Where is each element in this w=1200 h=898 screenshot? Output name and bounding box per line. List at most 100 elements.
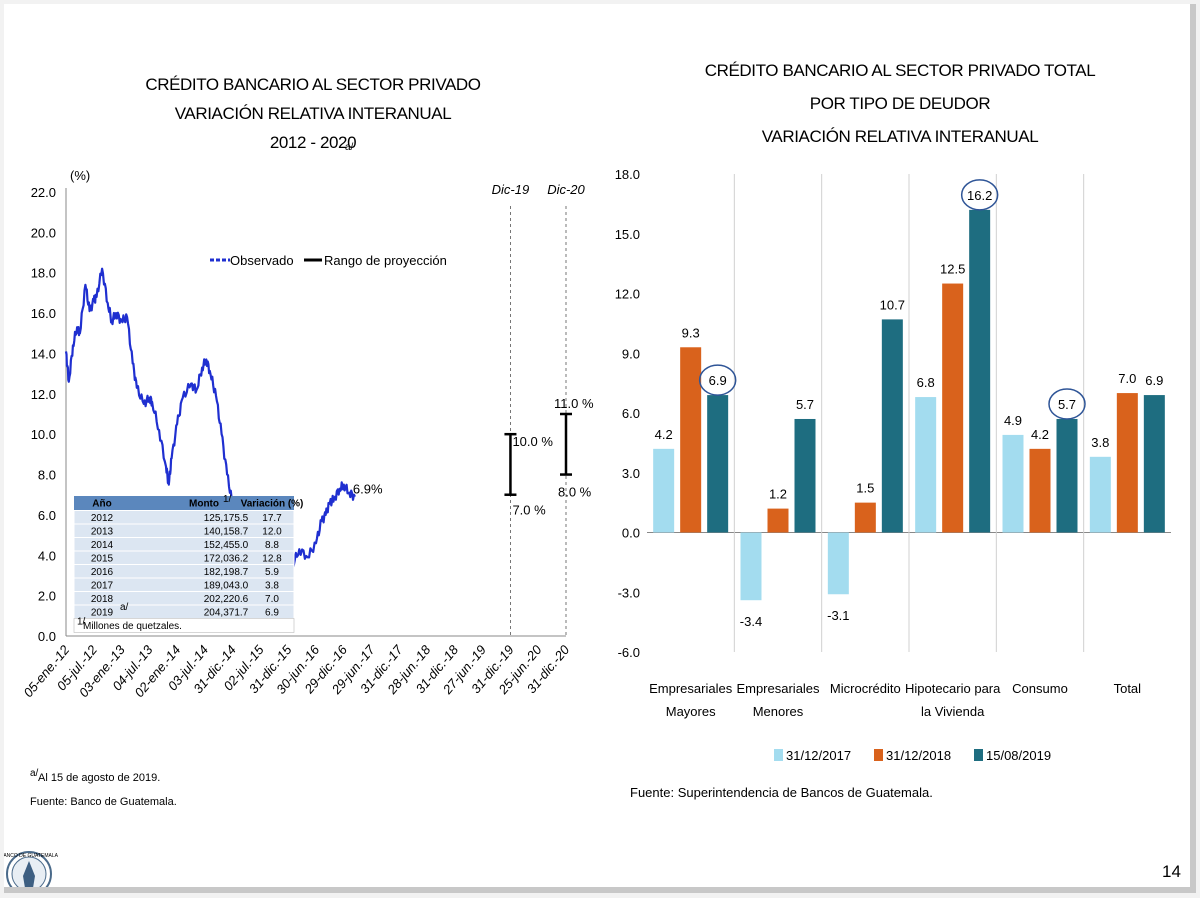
chart2-legend-label: 31/12/2017 bbox=[786, 748, 851, 763]
chart1-projection-label: Dic-20 bbox=[547, 182, 585, 197]
chart2-data-label: 7.0 bbox=[1118, 371, 1136, 386]
chart2-title-line: POR TIPO DE DEUDOR bbox=[810, 94, 991, 113]
chart2-data-label: -3.1 bbox=[827, 608, 849, 623]
chart1-table-cell: 202,220.6 bbox=[204, 594, 249, 605]
chart2-data-label: 16.2 bbox=[967, 188, 992, 203]
chart2-data-label: 4.2 bbox=[655, 427, 673, 442]
chart1-table-row-sup: a/ bbox=[120, 602, 129, 613]
chart2-category-label: la Vivienda bbox=[921, 704, 985, 719]
chart2-title-line: CRÉDITO BANCARIO AL SECTOR PRIVADO TOTAL bbox=[705, 61, 1096, 80]
chart1-table-cell: 12.0 bbox=[262, 527, 282, 538]
chart1-table-cell: 2016 bbox=[91, 567, 114, 578]
chart1-ytick-label: 10.0 bbox=[31, 427, 56, 442]
chart1-table-note-bg bbox=[73, 618, 295, 633]
chart1-projection-low-label: 8.0 % bbox=[558, 485, 592, 500]
chart1-table-cell: 5.9 bbox=[265, 567, 279, 578]
chart2-category-label: Consumo bbox=[1012, 681, 1068, 696]
chart1-table-cell: 2013 bbox=[91, 527, 114, 538]
chart2-bar bbox=[1089, 456, 1111, 533]
chart1-ytick-label: 22.0 bbox=[31, 185, 56, 200]
chart2-highlight-circle bbox=[960, 179, 999, 211]
chart1-table-cell: 6.9 bbox=[265, 608, 279, 619]
chart2-bar bbox=[827, 532, 849, 595]
chart1-legend-observed: Observado bbox=[230, 253, 294, 268]
chart1-projection-high-label: 11.0 % bbox=[554, 396, 594, 411]
chart2-data-label: 6.9 bbox=[709, 373, 727, 388]
chart1-ytick-label: 20.0 bbox=[31, 225, 56, 240]
chart2-bar bbox=[767, 508, 789, 533]
chart1-table-cell: 8.8 bbox=[265, 540, 279, 551]
chart1-table-cell: 17.7 bbox=[262, 513, 282, 524]
chart1-table-cell: 204,371.7 bbox=[204, 608, 249, 619]
chart1-ytick-label: 6.0 bbox=[38, 508, 56, 523]
chart2-bar bbox=[854, 502, 876, 533]
bank-logo: BANCO DE GUATEMALA bbox=[4, 851, 59, 887]
chart1-table-cell: 172,036.2 bbox=[204, 554, 249, 565]
chart2-data-label: 5.7 bbox=[796, 397, 814, 412]
chart2-data-label: 12.5 bbox=[940, 262, 965, 277]
chart1-table-cell: 2014 bbox=[91, 540, 114, 551]
chart2-data-label: 3.8 bbox=[1091, 435, 1109, 450]
chart2-category-label: Empresariales bbox=[736, 681, 820, 696]
chart1-footnote-sup: a/ bbox=[30, 768, 39, 779]
chart1-table-cell: 12.8 bbox=[262, 554, 282, 565]
slide-canvas: CRÉDITO BANCARIO AL SECTOR PRIVADO VARIAC… bbox=[4, 61, 1171, 887]
chart2-category-label: Menores bbox=[753, 704, 804, 719]
chart1-title-line: CRÉDITO BANCARIO AL SECTOR PRIVADO bbox=[145, 75, 480, 94]
chart2-legend-swatch bbox=[874, 749, 883, 761]
chart1-footnote: Al 15 de agosto de 2019. bbox=[38, 772, 160, 784]
chart2-bar bbox=[1002, 434, 1024, 533]
chart1-ytick-label: 4.0 bbox=[38, 548, 56, 563]
chart2-bar bbox=[794, 418, 816, 533]
chart2-bar bbox=[740, 532, 762, 601]
chart1-legend-projection: Rango de proyección bbox=[324, 253, 447, 268]
chart2-data-label: 9.3 bbox=[682, 325, 700, 340]
chart1-table-cell: 2015 bbox=[91, 554, 114, 565]
chart1-table-cell: 189,043.0 bbox=[204, 581, 249, 592]
slide: CRÉDITO BANCARIO AL SECTOR PRIVADO VARIAC… bbox=[4, 4, 1196, 893]
chart2-data-label: 4.9 bbox=[1004, 413, 1022, 428]
chart1-table-header-bg bbox=[74, 496, 294, 511]
chart2-bar bbox=[915, 397, 937, 533]
chart1-table-cell: 3.8 bbox=[265, 581, 279, 592]
chart2-bar bbox=[1143, 395, 1165, 533]
chart2-data-label: 5.7 bbox=[1058, 397, 1076, 412]
chart2-ytick-label: 9.0 bbox=[622, 346, 640, 361]
chart1-ytick-label: 12.0 bbox=[31, 387, 56, 402]
chart2-category-label: Microcrédito bbox=[830, 681, 901, 696]
chart2-legend-swatch bbox=[974, 749, 983, 761]
chart1-table-cell: 152,455.0 bbox=[204, 540, 249, 551]
chart1-table-header: Año bbox=[92, 499, 111, 510]
chart1-projection-high-label: 10.0 % bbox=[512, 434, 553, 449]
chart2-data-label: 1.5 bbox=[856, 481, 874, 496]
chart1-table-note: Millones de quetzales. bbox=[83, 621, 182, 632]
chart2-highlight-circle bbox=[1048, 388, 1086, 420]
chart2-bar bbox=[881, 319, 903, 533]
chart2-data-label: 10.7 bbox=[880, 297, 905, 312]
chart2-ytick-label: 3.0 bbox=[622, 466, 640, 481]
chart2-source: Fuente: Superintendencia de Bancos de Gu… bbox=[630, 785, 933, 800]
chart1-table-cell: 2019 bbox=[91, 608, 114, 619]
chart2-ytick-label: 18.0 bbox=[615, 167, 640, 182]
chart1-current-label: 6.9% bbox=[353, 482, 383, 497]
chart2-data-label: 6.8 bbox=[917, 375, 935, 390]
chart2-bar bbox=[707, 395, 729, 533]
chart1-ytick-label: 2.0 bbox=[38, 589, 56, 604]
chart1-table-header: Variación (%) bbox=[241, 499, 304, 510]
chart2-bar bbox=[1056, 418, 1078, 533]
chart1-ytick-label: 18.0 bbox=[31, 266, 56, 281]
chart1-projection-label: Dic-19 bbox=[492, 182, 530, 197]
chart1-projection-low-label: 7.0 % bbox=[512, 503, 546, 518]
chart2-bar bbox=[969, 209, 991, 533]
chart2-legend-label: 15/08/2019 bbox=[986, 748, 1051, 763]
chart2-bar bbox=[680, 347, 702, 533]
chart2-ytick-label: 15.0 bbox=[615, 227, 640, 242]
chart1-ytick-label: 8.0 bbox=[38, 468, 56, 483]
chart2-ytick-label: 6.0 bbox=[622, 406, 640, 421]
chart2-data-label: 4.2 bbox=[1031, 427, 1049, 442]
chart1-title-sup: a/ bbox=[345, 142, 354, 153]
chart1-table-cell: 182,198.7 bbox=[204, 567, 249, 578]
logo-statue bbox=[23, 861, 35, 887]
chart2-ytick-label: -6.0 bbox=[618, 645, 640, 660]
chart2-ytick-label: 0.0 bbox=[622, 526, 640, 541]
